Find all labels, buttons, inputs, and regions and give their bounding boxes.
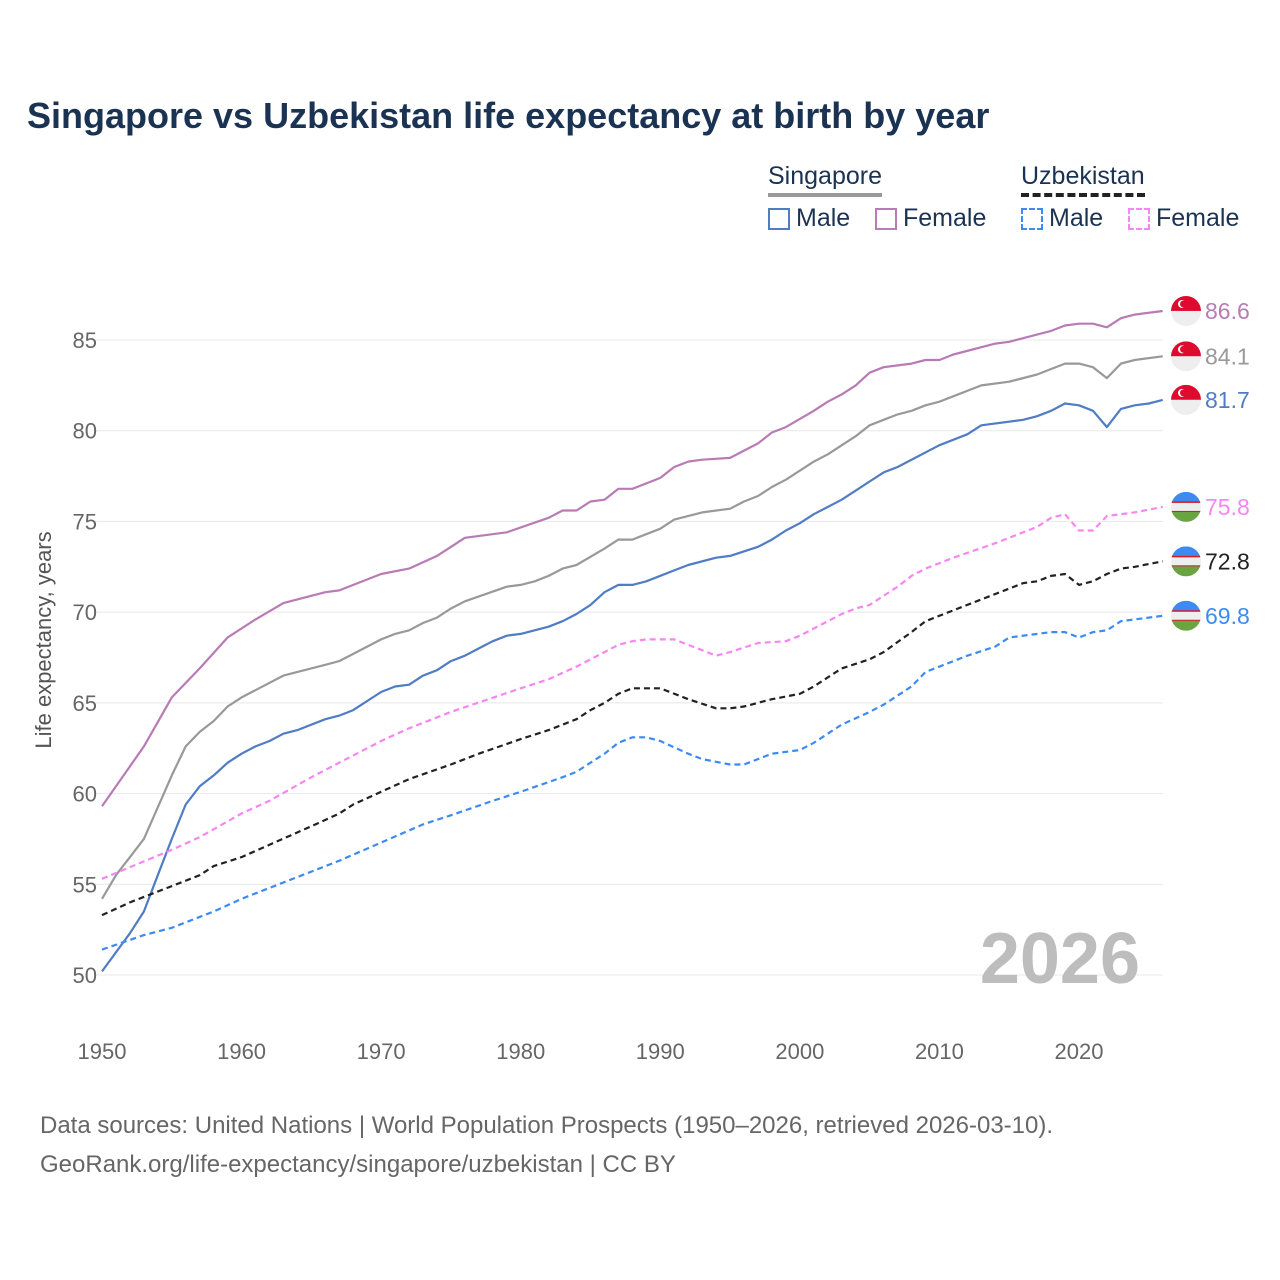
chart-title: Singapore vs Uzbekistan life expectancy … (27, 95, 990, 136)
y-tick-label: 55 (73, 872, 97, 897)
year-annotation: 2026 (980, 919, 1140, 999)
x-tick-label: 1970 (357, 1039, 406, 1064)
x-tick-label: 2020 (1055, 1039, 1104, 1064)
flag-white-band (1171, 610, 1201, 621)
flag-blue-band (1171, 600, 1201, 611)
series-line-uzbekistan-total (101, 560, 1163, 917)
flag-white-band (1171, 399, 1201, 415)
end-value-label: 75.8 (1205, 494, 1250, 520)
uzbekistan-flag-icon (1171, 491, 1201, 522)
x-tick-label: 2000 (775, 1039, 824, 1064)
y-tick-label: 60 (73, 782, 97, 807)
flag-red-stripe (1171, 565, 1201, 567)
flag-red-stripe (1171, 610, 1201, 612)
flag-red-stripe (1171, 619, 1201, 622)
flag-crescent-cut (1180, 345, 1187, 353)
end-value-label: 81.7 (1205, 387, 1250, 413)
end-value-label: 84.1 (1205, 343, 1250, 369)
legend-group-uzbekistan: Uzbekistan (1021, 162, 1145, 197)
legend-label: Female (1156, 204, 1240, 232)
legend-label: Male (1049, 204, 1104, 232)
source-link[interactable]: GeoRank.org/life-expectancy/singapore/uz… (40, 1151, 676, 1178)
flag-white-band (1171, 556, 1201, 567)
legend-swatch (875, 207, 897, 230)
x-tick-label: 1950 (78, 1039, 127, 1064)
legend-label: Male (796, 204, 851, 232)
y-tick-label: 75 (73, 509, 97, 534)
flag-blue-band (1171, 546, 1201, 557)
flag-white-band (1171, 310, 1201, 326)
x-tick-label: 1980 (496, 1039, 545, 1064)
singapore-flag-icon (1171, 295, 1201, 326)
legend-swatch (768, 207, 790, 230)
flag-body (1171, 491, 1201, 522)
flag-body (1171, 600, 1201, 631)
singapore-flag-icon (1171, 384, 1201, 415)
x-tick-label: 1960 (217, 1039, 266, 1064)
legend-item-singapore-female[interactable]: Female (875, 204, 986, 233)
series-line-singapore-total (101, 355, 1163, 900)
footer: Data sources: United Nations | World Pop… (40, 1106, 1053, 1184)
data-source: Data sources: United Nations | World Pop… (40, 1112, 1054, 1139)
x-tick-label: 1990 (636, 1039, 685, 1064)
y-tick-label: 50 (73, 963, 97, 988)
flag-white-band (1171, 356, 1201, 372)
flag-green-band (1171, 620, 1201, 631)
flag-body (1171, 295, 1201, 326)
y-tick-label: 70 (73, 600, 97, 625)
flag-red-stripe (1171, 555, 1201, 558)
end-value-label: 72.8 (1205, 548, 1250, 574)
uzbekistan-flag-icon (1171, 600, 1201, 631)
y-tick-label: 85 (73, 328, 97, 353)
flag-crescent-cut (1180, 389, 1187, 397)
flag-green-band (1171, 511, 1201, 522)
legend-item-singapore-male[interactable]: Male (768, 204, 850, 233)
flag-red-stripe (1171, 501, 1201, 503)
legend-item-uzbekistan-female[interactable]: Female (1128, 204, 1239, 233)
y-tick-label: 80 (73, 419, 97, 444)
singapore-flag-icon (1171, 341, 1201, 372)
x-tick-label: 2010 (915, 1039, 964, 1064)
series-line-uzbekistan-male (101, 614, 1163, 951)
flag-blue-band (1171, 491, 1201, 502)
flag-body (1171, 546, 1201, 577)
uzbekistan-flag-icon (1171, 546, 1201, 577)
flag-crescent-cut (1180, 300, 1187, 308)
end-value-label: 69.8 (1205, 603, 1250, 629)
series-line-singapore-female (101, 309, 1163, 807)
flag-body (1171, 341, 1201, 372)
series-line-singapore-male (101, 398, 1163, 973)
flag-body (1171, 384, 1201, 415)
legend-group-singapore: Singapore (768, 162, 882, 197)
flag-green-band (1171, 566, 1201, 577)
legend-item-uzbekistan-male[interactable]: Male (1021, 204, 1103, 233)
legend-swatch (1021, 207, 1043, 230)
y-axis-label: Life expectancy, years (31, 531, 56, 748)
legend-label: Female (903, 204, 987, 232)
end-value-label: 86.6 (1205, 298, 1250, 324)
flag-red-stripe (1171, 510, 1201, 513)
series-line-uzbekistan-female (101, 505, 1163, 880)
flag-white-band (1171, 501, 1201, 512)
legend-swatch (1128, 207, 1150, 230)
y-tick-label: 65 (73, 691, 97, 716)
